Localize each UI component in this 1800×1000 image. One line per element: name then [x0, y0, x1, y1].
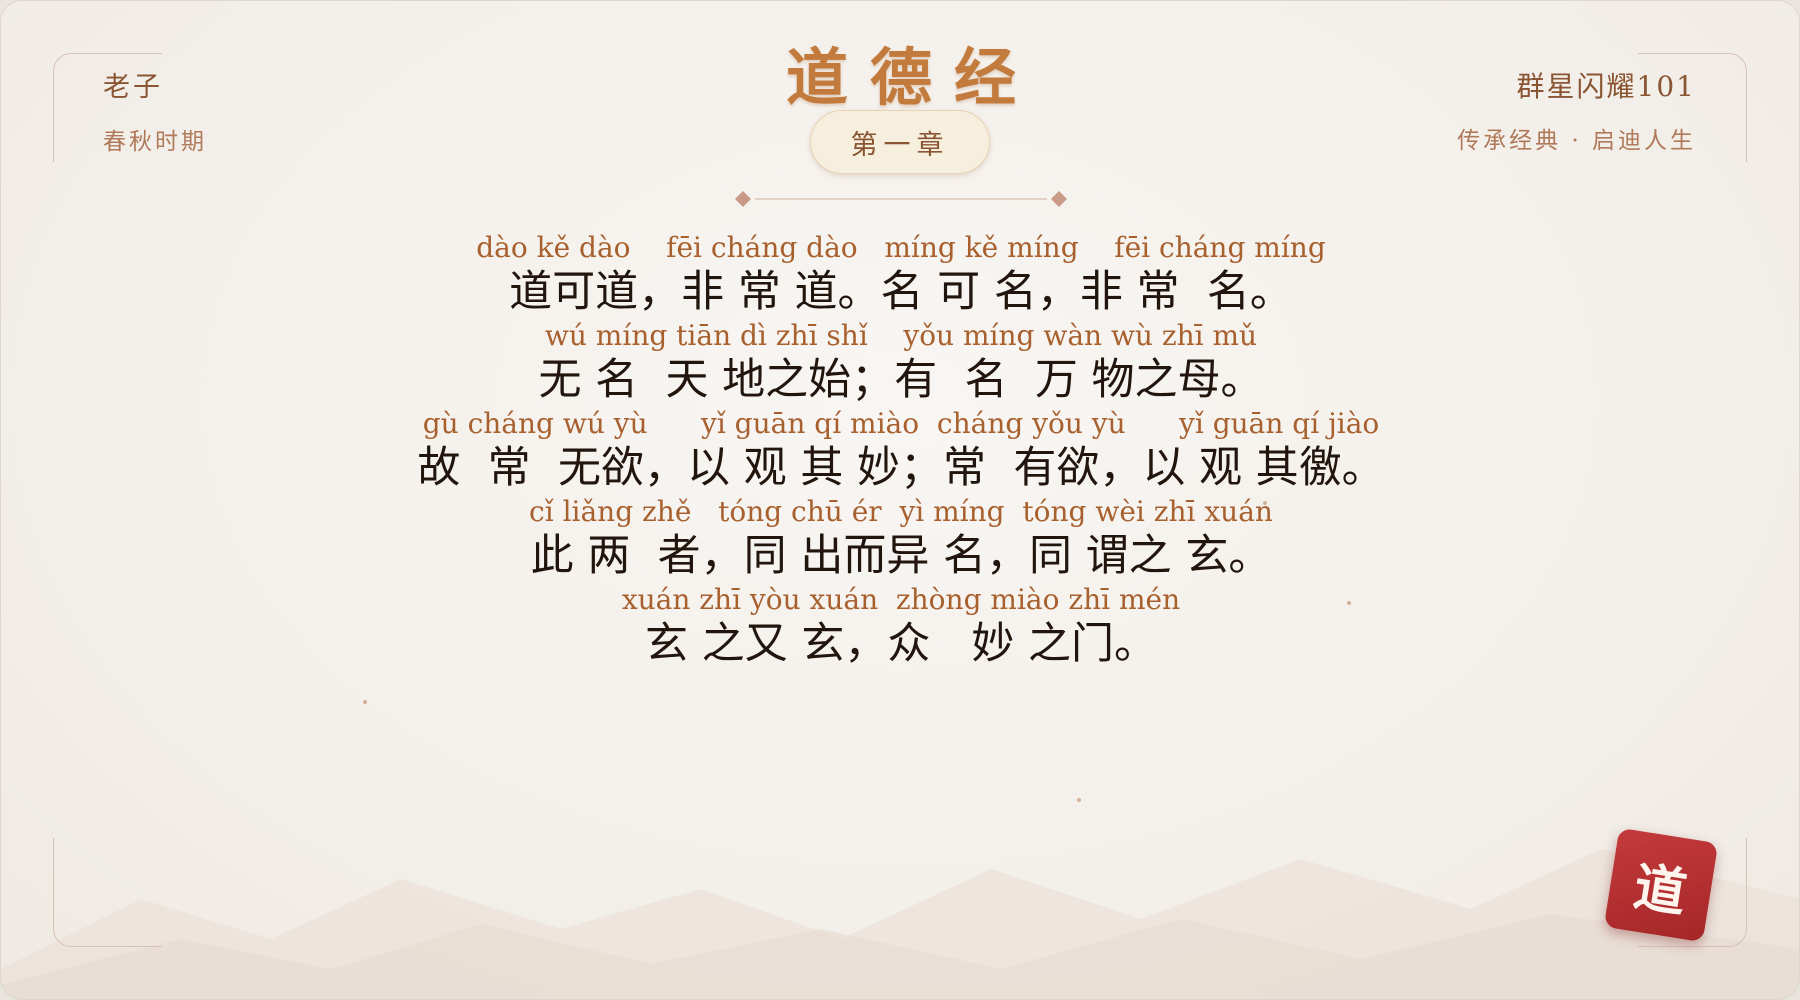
brand-tagline: 传承经典 · 启迪人生 [1457, 128, 1696, 154]
verse-line-4: cǐ liǎng zhě tóng chū ér yì míng tóng wè… [1, 492, 1799, 581]
brand-name: 群星闪耀101 [1516, 70, 1696, 103]
chapter-badge: 第一章 [810, 110, 990, 174]
verse-text: 此 两 者，同 出而异 名，同 谓之 玄。 [530, 531, 1272, 581]
verse-line-5: xuán zhī yòu xuán zhòng miào zhī mén 玄 之… [1, 580, 1799, 669]
verse-text: 道可道，非 常 道。名 可 名，非 常 名。 [509, 267, 1293, 317]
corner-ornament-bottom-right [1638, 838, 1747, 947]
verse-text: 玄 之又 玄，众 妙 之门。 [644, 619, 1157, 669]
seal-stamp: 道 [1603, 827, 1719, 943]
verse-pinyin: cǐ liǎng zhě tóng chū ér yì míng tóng wè… [529, 495, 1273, 528]
ornamental-divider [735, 191, 1067, 207]
author-era: 春秋时期 [103, 129, 207, 155]
mountain-backdrop [1, 849, 1799, 999]
decor-dot [1077, 798, 1081, 802]
corner-ornament-bottom-left [53, 838, 162, 947]
verse-line-1: dào kě dào fēi cháng dào míng kě míng fē… [1, 228, 1799, 317]
author-block: 老子 春秋时期 [103, 65, 207, 156]
verse-pinyin: xuán zhī yòu xuán zhòng miào zhī mén [621, 583, 1181, 616]
verse-pinyin: gù cháng wú yù yǐ guān qí miào cháng yǒu… [422, 407, 1380, 440]
author-name: 老子 [103, 72, 163, 103]
brand-block: 群星闪耀101 传承经典 · 启迪人生 [1457, 65, 1696, 155]
verse-pinyin: dào kě dào fēi cháng dào míng kě míng fē… [476, 231, 1326, 264]
verse-text: 无 名 天 地之始；有 名 万 物之母。 [538, 355, 1264, 405]
corner-ornament-top-left [53, 53, 162, 162]
corner-ornament-top-right [1638, 53, 1747, 162]
decor-dot [1347, 601, 1351, 605]
decor-dot [1263, 501, 1267, 505]
verse-text: 故 常 无欲，以 观 其 妙；常 有欲，以 观 其徼。 [417, 443, 1385, 493]
verse-line-2: wú míng tiān dì zhī shǐ yǒu míng wàn wù … [1, 316, 1799, 405]
verse-line-3: gù cháng wú yù yǐ guān qí miào cháng yǒu… [1, 404, 1799, 493]
verse-pinyin: wú míng tiān dì zhī shǐ yǒu míng wàn wù … [544, 319, 1258, 352]
page-title: 道德经 [785, 41, 1038, 114]
decor-dot [363, 700, 367, 704]
seal-char: 道 [1629, 855, 1691, 925]
